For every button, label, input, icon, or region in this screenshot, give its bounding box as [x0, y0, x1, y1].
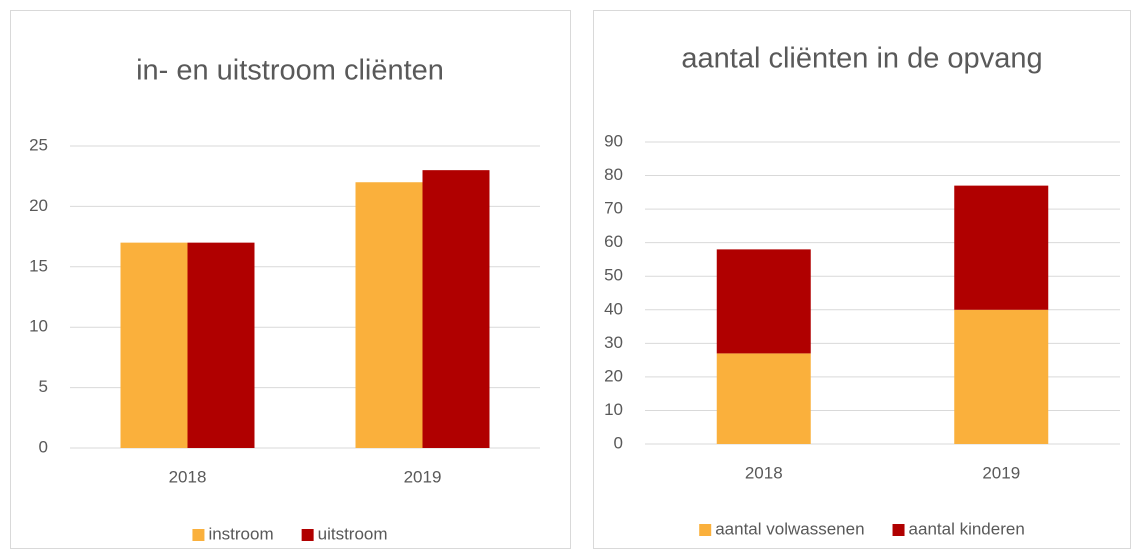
chart-title: in- en uitstroom cliënten — [136, 55, 444, 87]
x-tick-label: 2018 — [169, 467, 207, 486]
y-tick-label: 50 — [604, 266, 623, 285]
legend-label: aantal kinderen — [909, 519, 1025, 538]
bar-segment — [716, 249, 811, 354]
y-tick-label: 25 — [29, 135, 48, 154]
x-tick-label: 2019 — [982, 463, 1020, 482]
y-tick-label: 20 — [29, 196, 48, 215]
bar — [187, 242, 255, 448]
legend-label: uitstroom — [318, 524, 388, 543]
bar-segment — [954, 309, 1049, 444]
y-tick-label: 20 — [604, 366, 623, 385]
x-tick-label: 2019 — [404, 467, 442, 486]
bar — [422, 170, 490, 448]
y-tick-label: 40 — [604, 299, 623, 318]
legend-swatch — [301, 529, 314, 541]
legend-label: aantal volwassenen — [715, 519, 864, 538]
chart-title: aantal cliënten in de opvang — [681, 43, 1042, 75]
bar-segment — [954, 185, 1049, 310]
y-tick-label: 60 — [604, 232, 623, 251]
y-tick-label: 10 — [29, 317, 48, 336]
y-tick-label: 30 — [604, 333, 623, 352]
y-tick-label: 70 — [604, 199, 623, 218]
y-tick-label: 5 — [39, 377, 48, 396]
y-tick-label: 15 — [29, 256, 48, 275]
chart-frame — [593, 10, 1131, 549]
legend-label: instroom — [208, 524, 273, 543]
y-tick-label: 10 — [604, 400, 623, 419]
y-tick-label: 0 — [39, 437, 48, 456]
bar-segment — [716, 353, 811, 444]
y-tick-label: 90 — [604, 131, 623, 150]
legend-swatch — [192, 529, 205, 541]
legend-swatch — [892, 524, 905, 536]
bar — [355, 182, 423, 449]
legend-swatch — [699, 524, 712, 536]
x-tick-label: 2018 — [745, 463, 783, 482]
y-tick-label: 0 — [614, 433, 623, 452]
bar — [120, 242, 188, 448]
y-tick-label: 80 — [604, 165, 623, 184]
